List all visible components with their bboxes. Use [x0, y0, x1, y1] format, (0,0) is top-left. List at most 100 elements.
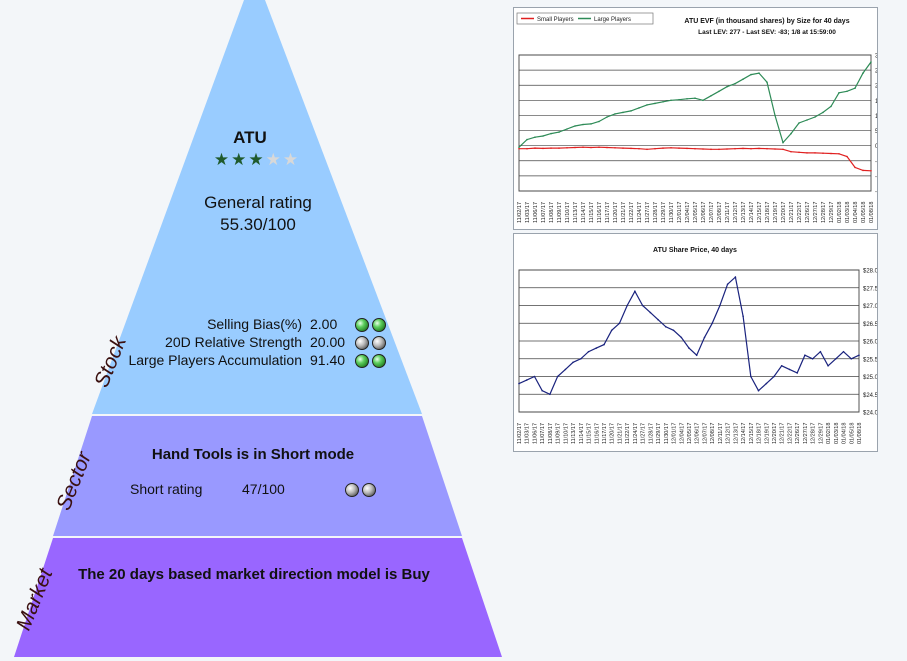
data-point — [870, 170, 872, 172]
data-point — [862, 169, 864, 172]
data-point — [630, 110, 632, 112]
sector-layer — [53, 416, 462, 536]
y-tick-label: $25.0 — [863, 375, 877, 381]
data-point — [670, 99, 672, 102]
data-point — [796, 372, 798, 374]
x-tick-label: 12/05/17 — [687, 423, 693, 444]
y-tick-label: $28.0 — [863, 269, 877, 275]
data-point — [750, 147, 752, 150]
data-point — [750, 73, 752, 76]
x-tick-label: 12/06/17 — [701, 202, 707, 223]
data-point — [734, 82, 736, 85]
x-tick-label: 11/13/17 — [573, 202, 579, 223]
y-tick-label: -50 — [875, 159, 877, 165]
data-point — [622, 147, 624, 149]
x-tick-label: 12/13/17 — [741, 202, 747, 223]
x-tick-label: 12/11/17 — [718, 423, 724, 444]
accumulation-value: 91.40 — [310, 352, 346, 368]
data-point — [582, 146, 584, 148]
data-point — [814, 152, 816, 154]
data-point — [654, 102, 656, 105]
data-point — [718, 148, 720, 151]
x-tick-label: 12/12/17 — [726, 423, 732, 444]
data-point — [646, 148, 648, 151]
x-tick-label: 12/06/17 — [695, 423, 701, 444]
short-rating-value: 47/100 — [242, 481, 285, 497]
data-point — [780, 365, 783, 367]
chart-subtitle: Last LEV: 277 - Last SEV: -83; 1/8 at 15… — [698, 29, 836, 36]
x-tick-label: 12/18/17 — [765, 202, 771, 223]
x-tick-label: 11/21/17 — [621, 202, 627, 223]
data-point — [534, 147, 536, 149]
x-tick-label: 12/21/17 — [789, 202, 795, 223]
accumulation-indicator — [355, 352, 389, 368]
data-point — [595, 347, 598, 349]
data-point — [758, 72, 760, 74]
x-tick-label: 12/22/17 — [787, 423, 793, 444]
y-tick-label: 250 — [875, 69, 877, 75]
data-point — [703, 336, 706, 339]
data-point — [750, 375, 752, 378]
x-tick-label: 12/22/17 — [797, 202, 803, 223]
y-tick-label: $27.0 — [863, 304, 877, 310]
y-tick-label: 200 — [875, 84, 877, 90]
data-point — [819, 350, 822, 353]
x-tick-label: 11/24/17 — [633, 423, 639, 444]
data-point — [742, 315, 744, 317]
data-point — [835, 358, 837, 360]
x-tick-label: 12/29/17 — [818, 423, 824, 444]
data-point — [726, 148, 728, 150]
x-tick-label: 12/27/17 — [803, 423, 809, 444]
stock-layer — [92, 0, 422, 414]
x-tick-label: 11/10/17 — [563, 423, 569, 444]
y-tick-label: 100 — [875, 114, 877, 120]
data-point — [590, 123, 592, 125]
y-tick-label: $26.0 — [863, 340, 877, 346]
share-price-chart: ATU Share Price, 40 days $28.0 $27.5 $27.0 $… — [517, 247, 877, 444]
data-point — [798, 122, 800, 124]
data-point — [518, 382, 520, 385]
x-tick-label: 01/08/18 — [869, 202, 875, 223]
data-point — [734, 147, 736, 150]
y-tick-label: -100 — [875, 174, 877, 180]
chart-title: ATU Share Price, 40 days — [653, 247, 737, 254]
data-point — [702, 99, 704, 102]
x-tick-label: 11/30/17 — [669, 202, 675, 223]
data-point — [695, 354, 698, 356]
relative-strength-label: 20D Relative Strength — [165, 334, 302, 350]
x-tick-label: 12/29/17 — [829, 202, 835, 223]
x-tick-label: 11/06/17 — [532, 423, 538, 444]
data-point — [564, 368, 567, 371]
x-tick-label: 12/19/17 — [764, 423, 770, 444]
data-point — [790, 132, 792, 135]
data-point — [550, 147, 552, 149]
x-tick-label: 12/08/17 — [710, 423, 716, 444]
x-tick-label: 11/20/17 — [610, 423, 616, 444]
data-point — [556, 375, 559, 378]
x-tick-label: 11/27/17 — [641, 423, 647, 444]
x-tick-label: 12/04/17 — [685, 202, 691, 223]
data-point — [773, 375, 775, 378]
data-point — [572, 361, 574, 364]
gray-ball-icon — [355, 335, 369, 350]
y-tick-label: $27.5 — [863, 286, 877, 292]
price-chart-panel: ATU Share Price, 40 days $28.0 $27.5 $27.0 $… — [513, 233, 878, 452]
x-tick-label: 12/15/17 — [757, 202, 763, 223]
selling-bias-label: Selling Bias(%) — [207, 316, 302, 332]
data-point — [694, 147, 696, 150]
x-tick-label: 11/15/17 — [587, 423, 593, 444]
data-point — [641, 304, 644, 307]
star-empty-icon: ★ — [282, 150, 301, 169]
x-tick-label: 12/18/17 — [757, 423, 763, 444]
data-point — [603, 343, 605, 346]
x-tick-label: 01/04/18 — [853, 202, 859, 223]
x-tick-label: 12/26/17 — [795, 423, 801, 444]
accumulation-label: Large Players Accumulation — [128, 352, 302, 368]
data-point — [525, 379, 528, 381]
data-point — [518, 147, 520, 150]
x-tick-label: 01/05/18 — [849, 423, 855, 444]
data-point — [858, 354, 860, 356]
x-tick-label: 12/05/17 — [693, 202, 699, 223]
data-point — [830, 152, 832, 155]
data-point — [742, 147, 744, 150]
